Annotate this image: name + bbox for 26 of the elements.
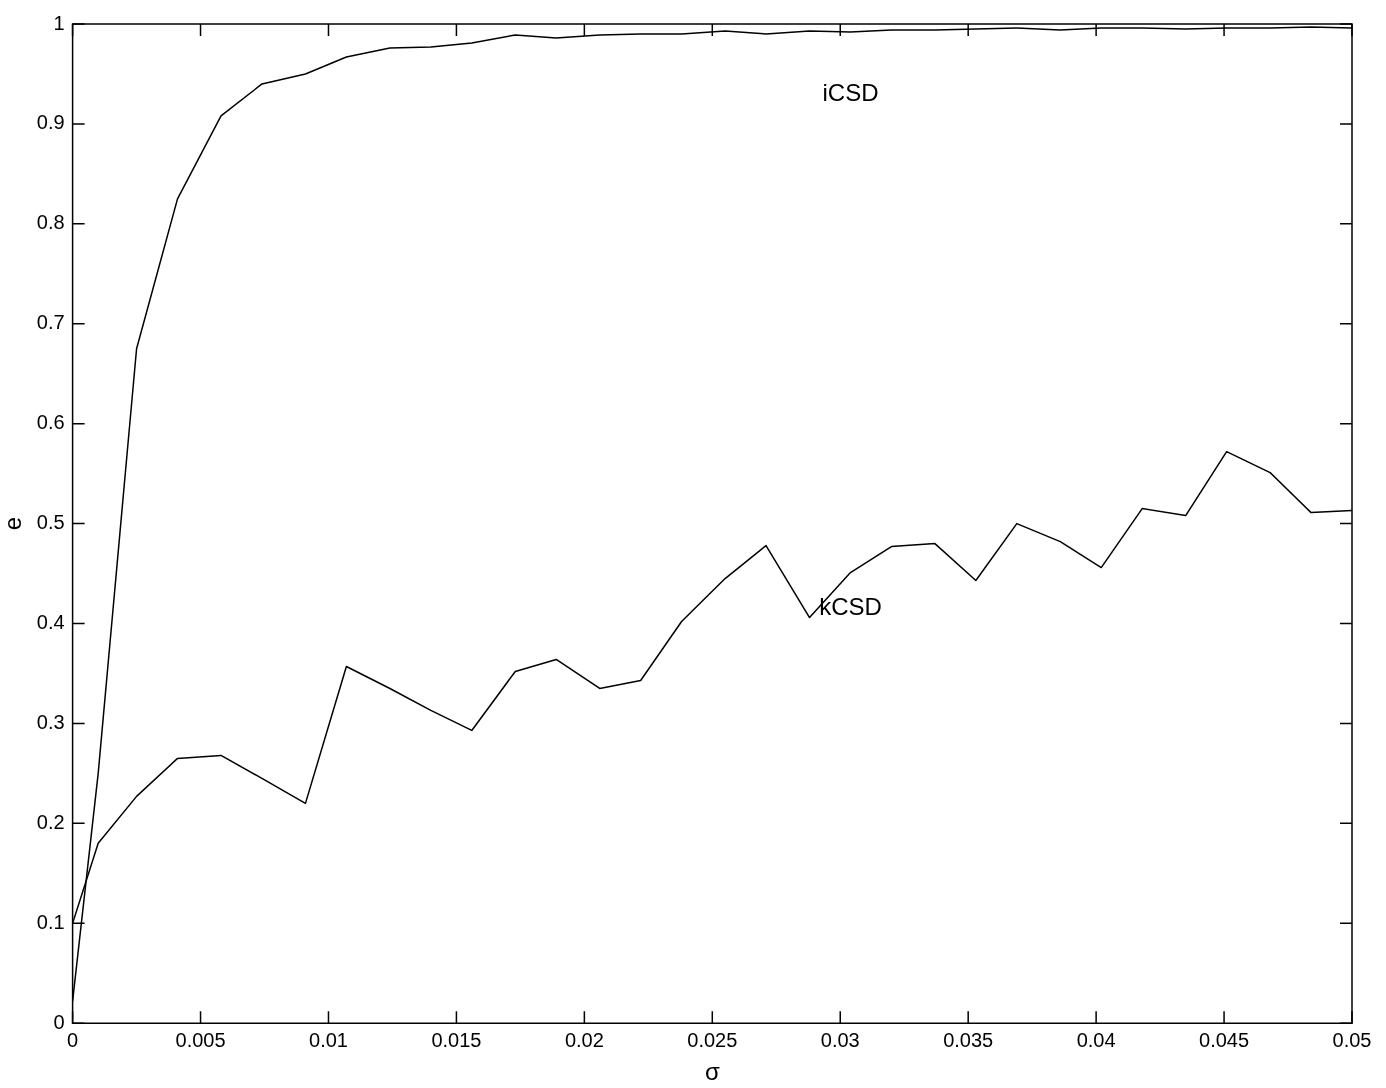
series-label: kCSD [819,593,882,621]
x-tick-label: 0.015 [431,1028,482,1051]
x-tick-label: 0 [67,1028,79,1051]
y-tick-label: 0.2 [36,810,65,833]
x-axis-title: σ [704,1058,720,1086]
y-tick-label: 0.7 [36,311,65,334]
y-tick-label: 1 [53,11,65,34]
y-axis-title: e [0,516,27,531]
y-tick-label: 0.3 [36,710,65,733]
x-tick-label: 0.02 [564,1028,604,1051]
y-tick-label: 0.5 [36,511,65,534]
y-tick-label: 0.9 [36,111,65,134]
x-tick-label: 0.03 [820,1028,860,1051]
x-tick-label: 0.04 [1076,1028,1116,1051]
y-tick-label: 0.1 [36,910,65,933]
x-tick-label: 0.045 [1199,1028,1250,1051]
x-tick-label: 0.035 [943,1028,994,1051]
y-tick-label: 0.4 [36,611,65,634]
y-tick-label: 0 [53,1010,65,1033]
series-label: iCSD [822,78,879,106]
y-tick-label: 0.6 [36,411,65,434]
x-tick-label: 0.025 [687,1028,738,1051]
x-tick-label: 0.05 [1332,1028,1372,1051]
x-tick-label: 0.005 [175,1028,226,1051]
x-tick-label: 0.01 [309,1028,348,1051]
y-tick-label: 0.8 [36,211,65,234]
